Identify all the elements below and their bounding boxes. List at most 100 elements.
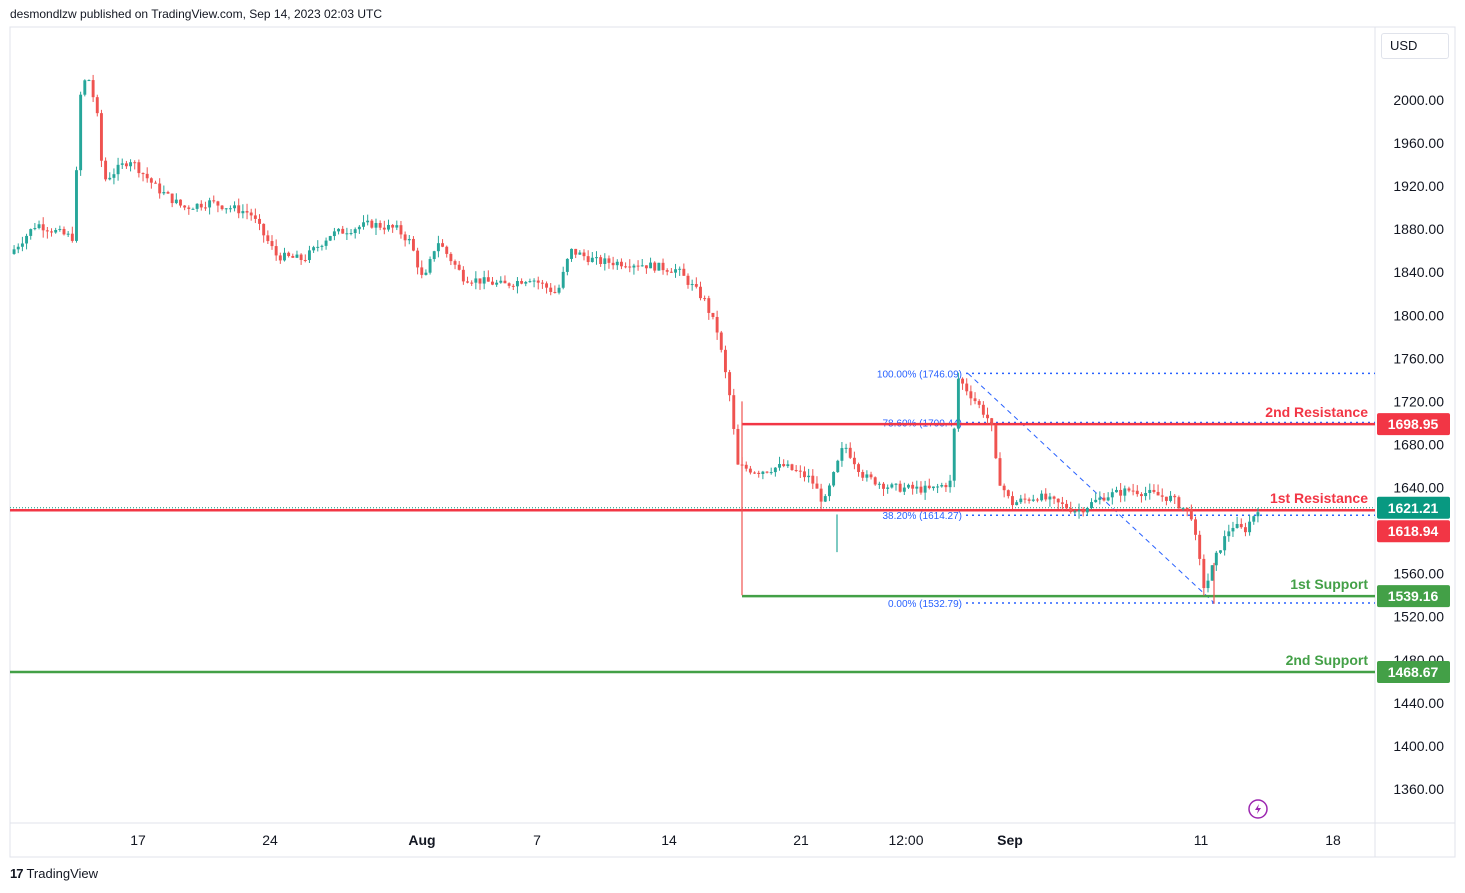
time-tick-label: 7 (533, 832, 541, 848)
candle-body (378, 223, 382, 228)
candle-body (116, 164, 120, 175)
candle-body (224, 208, 228, 210)
candle-body (981, 404, 985, 415)
candle-body (1040, 493, 1044, 501)
candle-body (890, 484, 894, 488)
candle-body (1106, 497, 1110, 501)
candle-body (245, 211, 249, 213)
candle-body (773, 467, 777, 473)
candle-body (108, 177, 112, 180)
candle-body (453, 261, 457, 265)
candle-body (466, 281, 469, 283)
currency-selector[interactable]: USD (1381, 33, 1449, 59)
candle-body (474, 278, 478, 283)
candle-body (582, 252, 586, 257)
candle-body (811, 475, 815, 484)
candle-body (882, 483, 885, 489)
current-price-label: 1621.21 (1388, 500, 1439, 516)
fib-level-label: 38.20% (1614.27) (882, 511, 962, 522)
candle-body (977, 401, 981, 405)
candle-body (570, 248, 573, 259)
candle-body (644, 265, 648, 269)
candle-body (869, 474, 873, 478)
candle-body (237, 205, 241, 214)
candle-body (786, 464, 790, 467)
candle-body (291, 255, 295, 258)
candle-body (266, 235, 270, 242)
candle-body (898, 483, 902, 492)
candle-body (307, 250, 311, 261)
candle-body (391, 224, 395, 228)
candle-body (536, 280, 540, 283)
candle-body (653, 262, 657, 271)
candle-body (586, 256, 590, 262)
candle-body (174, 199, 178, 204)
candle-body (191, 208, 195, 210)
candle-body (262, 223, 266, 236)
candle-body (619, 261, 623, 267)
candle-body (120, 163, 124, 165)
candle-body (1223, 536, 1227, 551)
candle-body (20, 243, 24, 247)
candle-body (274, 246, 278, 256)
price-tick-label: 1400.00 (1393, 738, 1444, 754)
candle-body (994, 424, 998, 459)
candle-body (349, 233, 353, 235)
candle-body (715, 316, 719, 333)
candle-body (486, 277, 490, 282)
candle-body (141, 173, 145, 175)
candle-body (1185, 507, 1189, 510)
candle-body (87, 80, 91, 82)
candle-body (628, 266, 632, 268)
candle-body (95, 97, 99, 114)
candle-body (686, 275, 690, 285)
candle-body (944, 485, 948, 488)
tradingview-footer[interactable]: 17 TradingView (10, 866, 98, 881)
candle-body (1077, 510, 1081, 512)
candle-body (149, 178, 153, 183)
candle-body (91, 80, 95, 98)
candle-body (403, 234, 407, 241)
fib-level-label: 0.00% (1532.79) (888, 599, 962, 610)
fib-trend-line (967, 373, 1215, 604)
candle-body (99, 113, 103, 161)
time-axis[interactable]: 17 24 Aug 7 14 21 12:00 Sep 11 18 (130, 832, 1341, 848)
candle-body (736, 428, 740, 465)
candle-body (1202, 558, 1206, 589)
candle-body (461, 269, 465, 282)
candle-body (728, 372, 732, 396)
candle-body (1206, 580, 1210, 589)
candle-body (595, 257, 598, 259)
candle-body (495, 282, 499, 285)
candle-body (840, 448, 844, 461)
price-tick-label: 1920.00 (1393, 178, 1444, 194)
candle-body (819, 488, 823, 502)
candle-body (253, 215, 257, 219)
price-tick-label: 1360.00 (1393, 781, 1444, 797)
chart-frame (9, 26, 1456, 858)
candle-body (986, 414, 989, 419)
candle-body (470, 282, 474, 284)
candle-body (1094, 499, 1098, 503)
candle-body (1098, 497, 1102, 500)
candle-body (258, 218, 261, 224)
candle-body (457, 264, 461, 270)
candle-body (511, 285, 515, 287)
candle-body (956, 378, 960, 429)
time-tick-label: 12:00 (888, 832, 923, 848)
candle-body (1081, 510, 1085, 513)
lightning-icon[interactable] (1248, 799, 1268, 819)
candle-body (428, 259, 432, 273)
candle-body (320, 245, 324, 247)
price-axis[interactable]: 2000.00 1960.00 1920.00 1880.00 1840.00 1800.… (1393, 92, 1444, 797)
candle-body (657, 262, 661, 271)
candle-body (162, 192, 166, 194)
candle-body (345, 233, 349, 235)
candle-body (836, 460, 840, 473)
support-resistance-levels[interactable] (10, 422, 1375, 674)
candle-body (1210, 565, 1214, 581)
candle-body (299, 254, 303, 260)
candle-body (711, 312, 715, 317)
candle-body (353, 229, 357, 234)
